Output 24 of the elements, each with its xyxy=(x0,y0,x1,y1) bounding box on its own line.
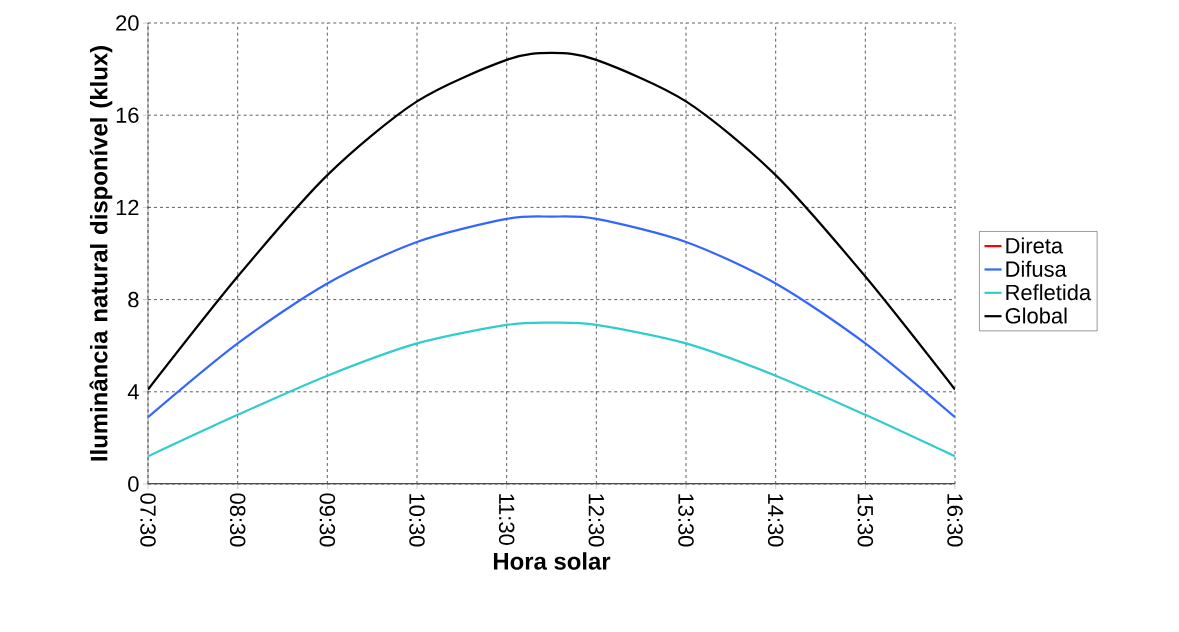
x-tick-label: 08:30 xyxy=(229,493,246,547)
y-axis-title: Iluminância natural disponível (klux) xyxy=(89,46,113,461)
y-tick-label: 12 xyxy=(116,199,139,216)
legend-label: Difusa xyxy=(1006,260,1067,277)
x-tick-label: 11:30 xyxy=(498,494,515,545)
y-tick-label: 16 xyxy=(116,107,139,123)
x-tick-label: 14:30 xyxy=(767,494,784,547)
y-tick-label: 8 xyxy=(128,291,139,308)
x-tick-label: 16:30 xyxy=(947,494,963,547)
y-tick-label: 4 xyxy=(127,384,139,400)
x-tick-label: 12:30 xyxy=(588,494,605,547)
x-tick-label: 15:30 xyxy=(857,494,874,547)
y-tick-label: 0 xyxy=(128,476,139,492)
x-tick-label: 07:30 xyxy=(140,493,156,547)
legend-label: Refletida xyxy=(1006,284,1092,301)
legend-label: Global xyxy=(1005,307,1067,324)
legend-label: Direta xyxy=(1006,237,1064,254)
line-series xyxy=(148,215,956,419)
x-axis-title: Hora solar xyxy=(493,552,611,570)
x-tick-label: 10:30 xyxy=(409,494,425,547)
line-series xyxy=(148,321,956,458)
x-tick-label: 13:30 xyxy=(678,494,694,547)
x-tick-label: 09:30 xyxy=(319,493,336,547)
y-tick-label: 20 xyxy=(116,15,139,31)
